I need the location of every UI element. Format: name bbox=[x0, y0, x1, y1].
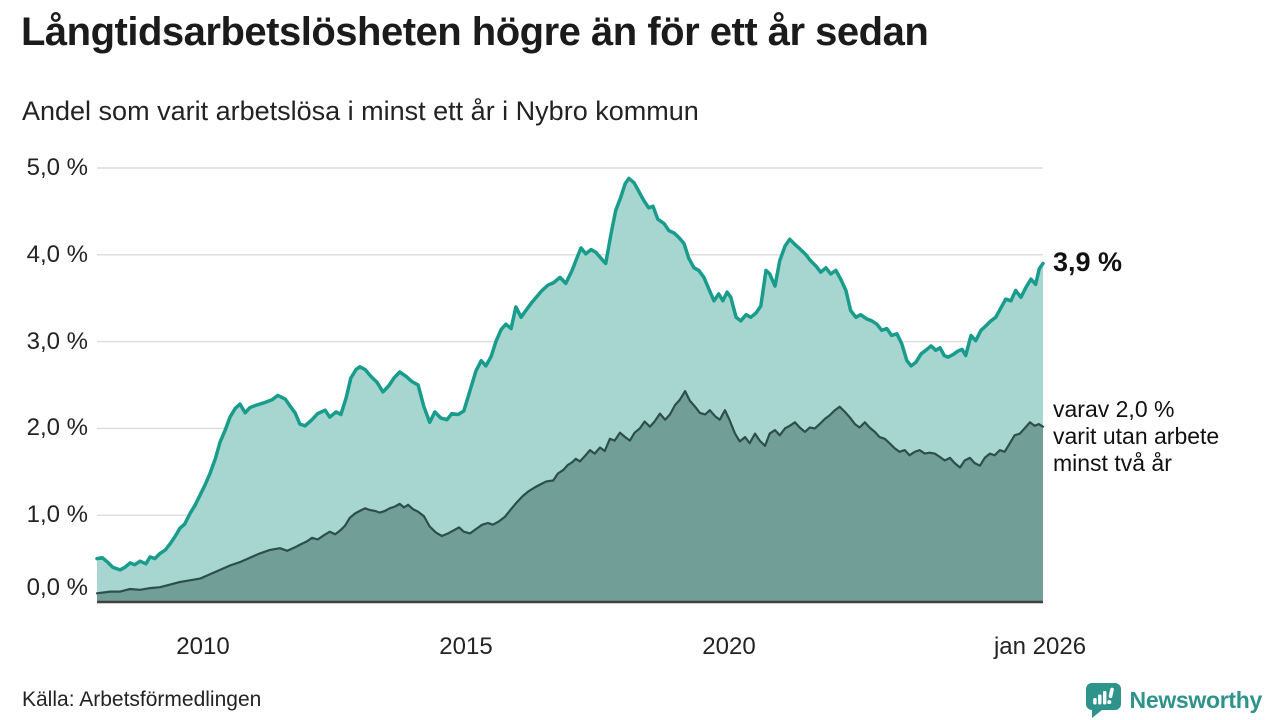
y-tick-label-2: 2,0 % bbox=[26, 414, 88, 441]
x-tick-label-2015: 2015 bbox=[439, 633, 493, 660]
page-title: Långtidsarbetslösheten högre än för ett … bbox=[21, 10, 929, 54]
y-tick-label-3: 3,0 % bbox=[26, 328, 88, 355]
y-tick-label-0: 0,0 % bbox=[26, 574, 88, 601]
newsworthy-logo-icon bbox=[1085, 682, 1122, 718]
secondary-series-note: varav 2,0 % varit utan arbete minst två … bbox=[1053, 396, 1220, 476]
x-tick-label-jan-2026: jan 2026 bbox=[993, 633, 1087, 660]
chart-subtitle: Andel som varit arbetslösa i minst ett å… bbox=[22, 96, 699, 126]
newsworthy-brand-label: Newsworthy bbox=[1129, 686, 1263, 713]
y-tick-label-4: 4,0 % bbox=[26, 241, 88, 268]
y-tick-label-1: 1,0 % bbox=[26, 501, 88, 528]
x-tick-label-2020: 2020 bbox=[702, 633, 756, 660]
y-tick-label-5: 5,0 % bbox=[26, 154, 88, 181]
latest-value-label: 3,9 % bbox=[1053, 247, 1123, 277]
x-tick-label-2010: 2010 bbox=[176, 633, 230, 660]
newsworthy-brand: Newsworthy bbox=[1085, 682, 1262, 718]
source-credit: Källa: Arbetsförmedlingen bbox=[22, 688, 262, 711]
